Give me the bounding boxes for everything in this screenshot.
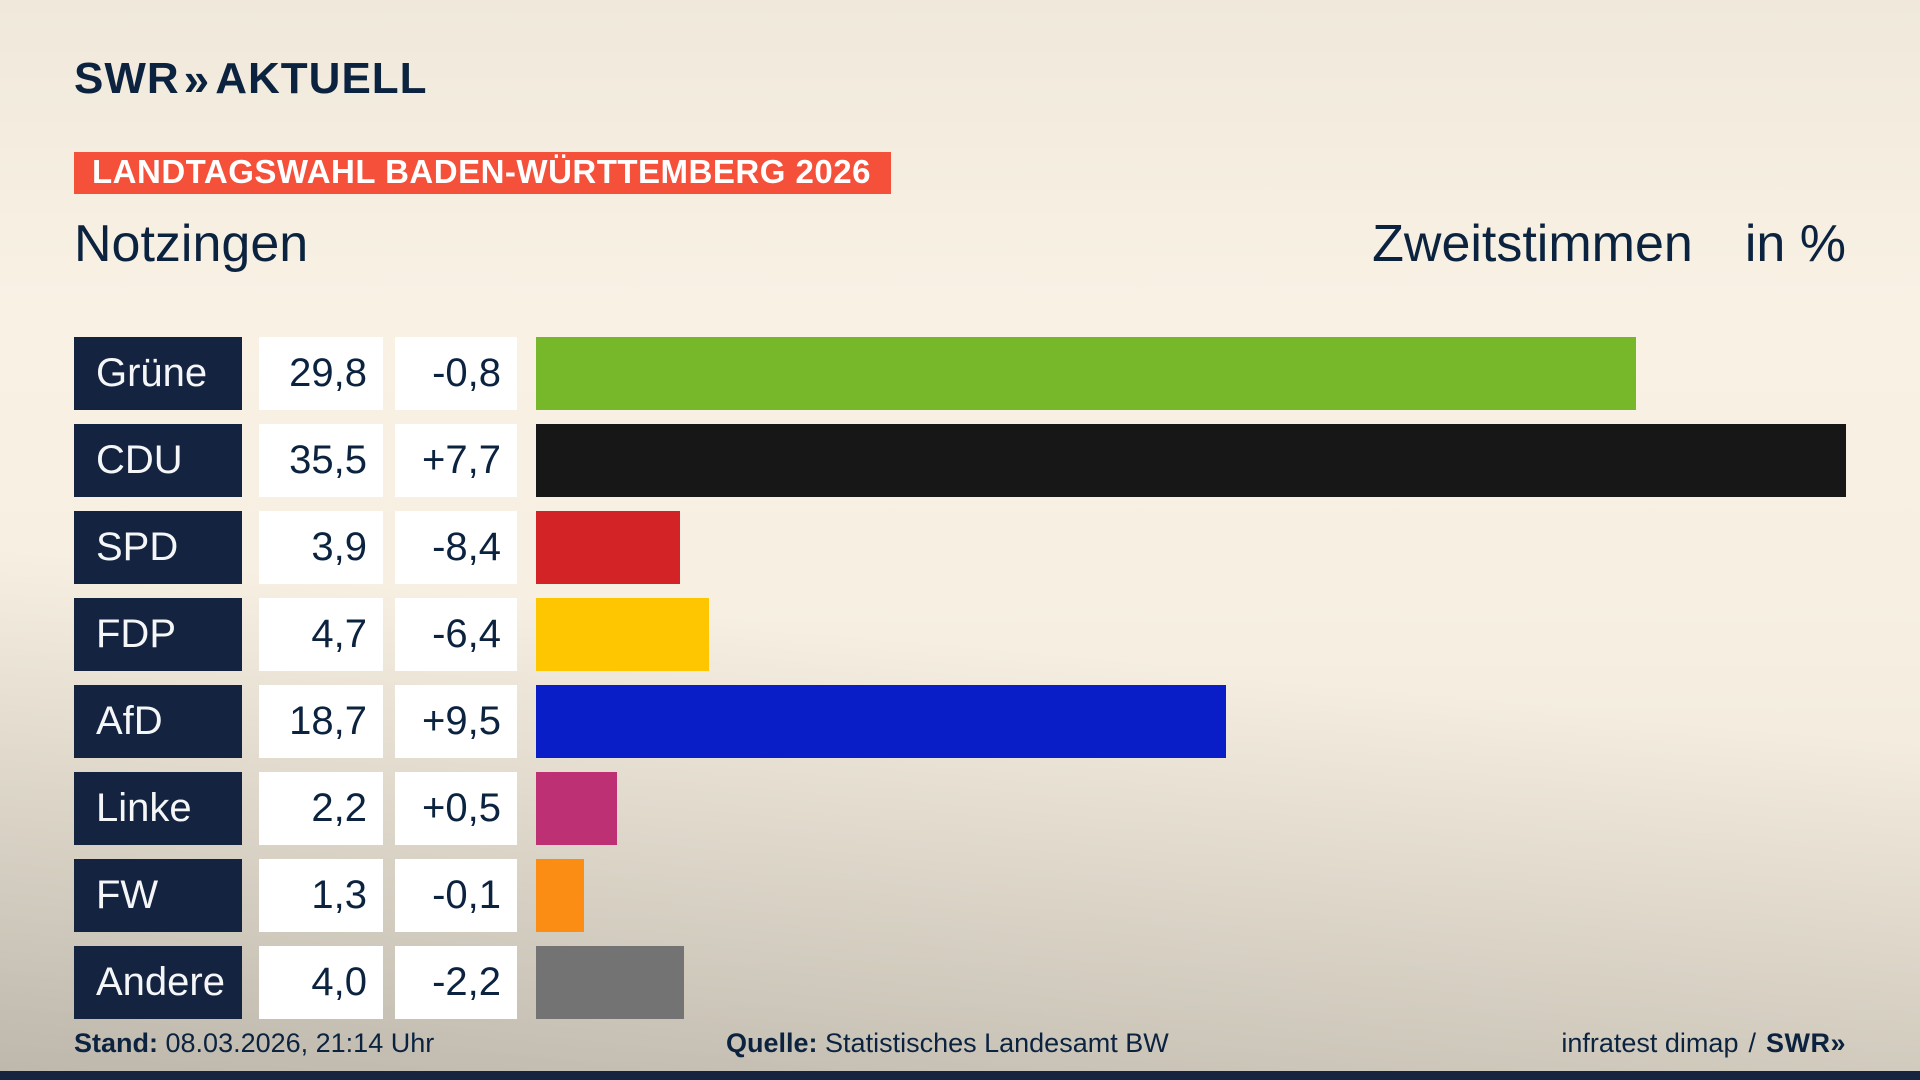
credit: infratest dimap / SWR» xyxy=(1561,1028,1846,1059)
party-change-cell: -2,2 xyxy=(395,946,517,1019)
footer: Stand: 08.03.2026, 21:14 Uhr Quelle: Sta… xyxy=(74,1028,1846,1064)
stand-value: 08.03.2026, 21:14 Uhr xyxy=(165,1028,435,1058)
bar-track xyxy=(536,772,1846,845)
bar-track xyxy=(536,337,1846,410)
bottom-strip xyxy=(0,1071,1920,1080)
party-label-cell: AfD xyxy=(74,685,242,758)
vote-type-heading: Zweitstimmen in % xyxy=(1372,214,1846,274)
bar-track xyxy=(536,859,1846,932)
result-bar xyxy=(536,598,710,671)
result-bar xyxy=(536,859,584,932)
result-bar xyxy=(536,772,618,845)
municipality-title: Notzingen xyxy=(74,215,309,273)
party-change-cell: -6,4 xyxy=(395,598,517,671)
election-banner: LANDTAGSWAHL BADEN-WÜRTTEMBERG 2026 xyxy=(74,152,891,194)
swr-footer-logo: SWR» xyxy=(1765,1028,1846,1058)
unit-label: in % xyxy=(1744,215,1846,273)
table-row: AfD 18,7 +9,5 xyxy=(74,685,1846,758)
table-row: Linke 2,2 +0,5 xyxy=(74,772,1846,845)
party-value-cell: 35,5 xyxy=(259,424,383,497)
credit-text: infratest dimap xyxy=(1561,1028,1739,1058)
party-label-cell: SPD xyxy=(74,511,242,584)
bar-track xyxy=(536,598,1846,671)
bar-track xyxy=(536,685,1846,758)
table-row: FDP 4,7 -6,4 xyxy=(74,598,1846,671)
party-value-cell: 4,7 xyxy=(259,598,383,671)
table-row: Andere 4,0 -2,2 xyxy=(74,946,1846,1019)
vote-type-label: Zweitstimmen xyxy=(1372,215,1693,273)
result-bar xyxy=(536,337,1636,410)
party-label-cell: Andere xyxy=(74,946,242,1019)
source: Quelle: Statistisches Landesamt BW xyxy=(726,1028,1169,1059)
party-change-cell: -0,1 xyxy=(395,859,517,932)
timestamp: Stand: 08.03.2026, 21:14 Uhr xyxy=(74,1028,434,1059)
bar-track xyxy=(536,511,1846,584)
result-bar xyxy=(536,685,1227,758)
bar-track xyxy=(536,424,1846,497)
table-row: CDU 35,5 +7,7 xyxy=(74,424,1846,497)
result-bar xyxy=(536,424,1846,497)
party-change-cell: -0,8 xyxy=(395,337,517,410)
party-label-cell: Grüne xyxy=(74,337,242,410)
party-value-cell: 2,2 xyxy=(259,772,383,845)
party-value-cell: 29,8 xyxy=(259,337,383,410)
party-change-cell: -8,4 xyxy=(395,511,517,584)
party-change-cell: +9,5 xyxy=(395,685,517,758)
party-value-cell: 3,9 xyxy=(259,511,383,584)
result-bar xyxy=(536,946,684,1019)
title-row: Notzingen Zweitstimmen in % xyxy=(74,215,1846,274)
party-label-cell: Linke xyxy=(74,772,242,845)
results-table: Grüne 29,8 -0,8 CDU 35,5 +7,7 SPD 3,9 -8,4 FDP 4,7… xyxy=(74,337,1846,1033)
party-value-cell: 18,7 xyxy=(259,685,383,758)
party-value-cell: 4,0 xyxy=(259,946,383,1019)
swr-wordmark: SWR xyxy=(74,54,180,103)
table-row: Grüne 29,8 -0,8 xyxy=(74,337,1846,410)
party-label-cell: CDU xyxy=(74,424,242,497)
quelle-value: Statistisches Landesamt BW xyxy=(825,1028,1169,1058)
party-change-cell: +0,5 xyxy=(395,772,517,845)
stand-label: Stand: xyxy=(74,1028,158,1058)
swr-aktuell-logo: SWR» AKTUELL xyxy=(74,52,428,106)
party-label-cell: FW xyxy=(74,859,242,932)
table-row: FW 1,3 -0,1 xyxy=(74,859,1846,932)
credit-separator: / xyxy=(1748,1028,1756,1058)
party-value-cell: 1,3 xyxy=(259,859,383,932)
table-row: SPD 3,9 -8,4 xyxy=(74,511,1846,584)
party-label-cell: FDP xyxy=(74,598,242,671)
aktuell-wordmark: AKTUELL xyxy=(215,54,428,103)
quelle-label: Quelle: xyxy=(726,1028,818,1058)
chevrons-icon: » xyxy=(183,53,210,105)
result-bar xyxy=(536,511,680,584)
bar-track xyxy=(536,946,1846,1019)
party-change-cell: +7,7 xyxy=(395,424,517,497)
